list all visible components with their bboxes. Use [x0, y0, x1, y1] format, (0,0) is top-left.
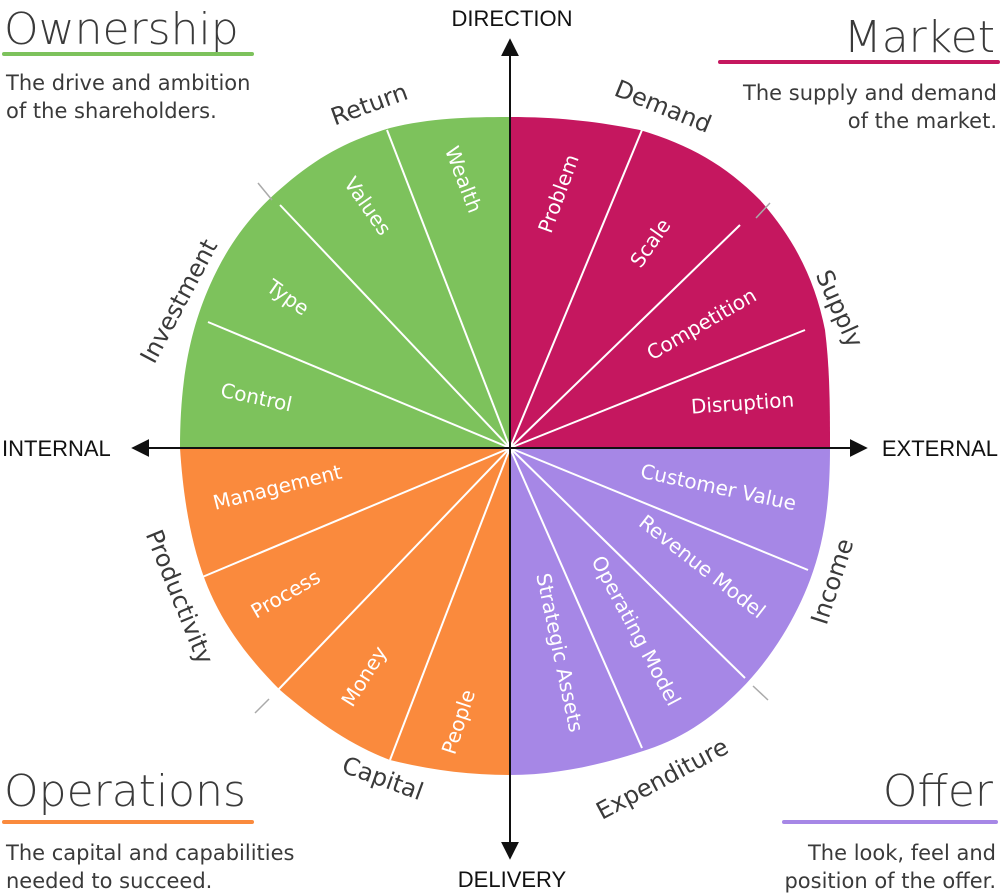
market-title: Market [844, 12, 995, 63]
operations-desc-line-2: needed to succeed. [6, 869, 212, 893]
operations-title: Operations [4, 766, 246, 817]
corner-ownership: Ownership The drive and ambition of the … [2, 4, 254, 123]
operations-wedge [180, 448, 510, 775]
segment-dividers [199, 129, 809, 761]
axis-label-external: EXTERNAL [882, 436, 998, 461]
ownership-wedge [180, 117, 510, 448]
offer-wedge [510, 448, 830, 775]
market-desc-line-1: The supply and demand [742, 81, 997, 105]
axis-label-direction: DIRECTION [452, 6, 573, 31]
group-label-return: Return [327, 78, 411, 132]
market-underline [718, 60, 1000, 64]
corner-market: Market The supply and demand of the mark… [718, 12, 1000, 133]
market-wedge [510, 117, 830, 448]
group-ticks [254, 182, 771, 714]
market-desc-line-2: of the market. [848, 109, 997, 133]
axis-label-internal: INTERNAL [2, 436, 111, 461]
ownership-desc-line-1: The drive and ambition [5, 71, 250, 95]
offer-underline [782, 820, 998, 824]
ownership-underline [2, 52, 254, 56]
offer-desc-line-2: position of the offer. [784, 869, 996, 893]
axes [131, 38, 868, 860]
offer-desc-line-1: The look, feel and [807, 841, 996, 865]
offer-title: Offer [883, 766, 994, 817]
wheel-wedges [180, 117, 830, 775]
operations-desc-line-1: The capital and capabilities [5, 841, 294, 865]
axis-label-delivery: DELIVERY [458, 867, 567, 892]
corner-offer: Offer The look, feel and position of the… [782, 766, 998, 893]
corner-operations: Operations The capital and capabilities … [2, 766, 294, 893]
ownership-desc-line-2: of the shareholders. [6, 99, 217, 123]
operations-underline [2, 820, 254, 824]
ownership-title: Ownership [4, 4, 239, 55]
